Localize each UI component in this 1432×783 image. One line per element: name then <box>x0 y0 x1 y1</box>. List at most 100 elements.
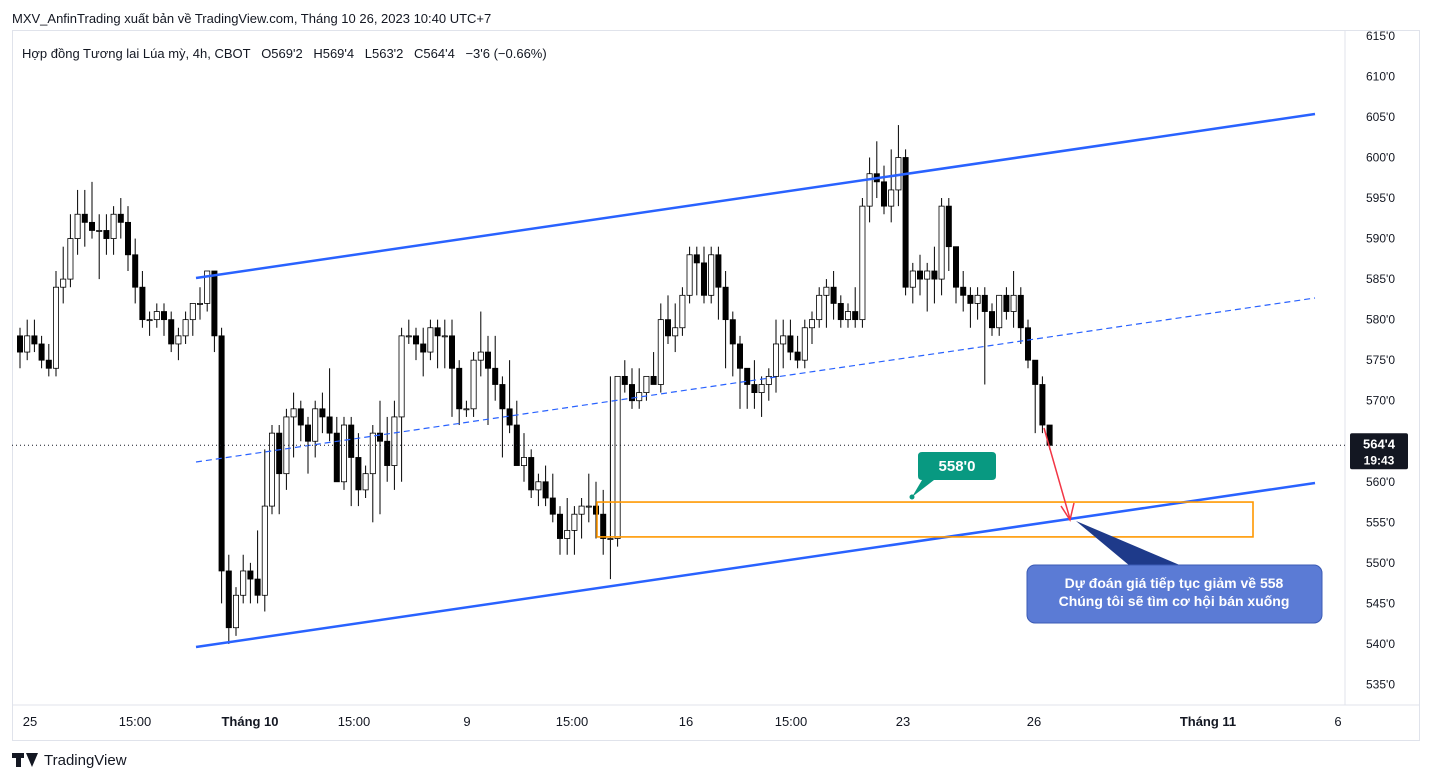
candle-body <box>693 254 700 264</box>
candle <box>996 294 1003 336</box>
candle <box>384 416 391 482</box>
candle <box>117 198 124 239</box>
candle <box>881 165 888 215</box>
candle-body <box>643 375 650 394</box>
candle-body <box>1017 294 1024 329</box>
candle <box>960 270 967 312</box>
candle-body <box>499 384 506 410</box>
y-tick-label: 605'0 <box>1366 110 1395 124</box>
candle <box>204 270 211 312</box>
candle-body <box>196 303 203 305</box>
candle <box>924 262 931 312</box>
candle <box>146 311 153 336</box>
candle-body <box>456 367 463 410</box>
y-tick-label: 550'0 <box>1366 556 1395 570</box>
tradingview-logo[interactable]: TradingView <box>12 751 127 769</box>
candle-body <box>902 157 909 288</box>
candle <box>168 311 175 353</box>
candle <box>974 287 981 320</box>
candle <box>312 400 319 458</box>
candlestick-chart[interactable]: 615'0 610'0 605'0 600'0 595'0 590'0 585'0 580'0… <box>0 0 1432 745</box>
candle-body <box>924 270 931 280</box>
candle-body <box>751 384 758 394</box>
candle <box>132 238 139 304</box>
candle <box>477 311 484 377</box>
candle-body <box>348 424 355 458</box>
candle <box>391 400 398 490</box>
candle-body <box>110 213 117 239</box>
candle <box>744 367 751 409</box>
candle-body <box>405 335 412 338</box>
candle-body <box>297 408 304 426</box>
current-price-label: 564'4 <box>1363 436 1396 451</box>
candle-body <box>780 335 787 345</box>
candle <box>1025 319 1032 369</box>
candle <box>1017 287 1024 344</box>
candle <box>348 416 355 507</box>
candle <box>679 287 686 336</box>
candle-body <box>578 505 585 515</box>
candle-body <box>722 286 729 321</box>
candle-body <box>981 294 988 312</box>
candle <box>888 149 895 223</box>
candle-body <box>89 221 96 231</box>
candle-body <box>557 513 564 539</box>
candle-body <box>650 375 657 385</box>
candle-body <box>38 343 45 361</box>
candle <box>1039 376 1046 434</box>
candle <box>24 319 31 361</box>
candle <box>852 287 859 328</box>
candle-body <box>470 359 477 410</box>
candle <box>585 473 592 523</box>
candle <box>247 562 254 604</box>
candle <box>412 327 419 361</box>
candle <box>319 392 326 434</box>
trendlines <box>12 112 1345 649</box>
channel-mid-line <box>195 297 1316 463</box>
candle-body <box>319 408 326 418</box>
candle-body <box>463 408 470 411</box>
candle <box>672 303 679 353</box>
candle-body <box>268 432 275 507</box>
candle <box>110 206 117 255</box>
candle <box>967 287 974 328</box>
candle <box>722 270 729 369</box>
candle-body <box>585 505 592 508</box>
candle <box>737 335 744 409</box>
candle <box>629 368 636 409</box>
candle-body <box>953 246 960 288</box>
note-pointer <box>1076 521 1182 566</box>
candle-body <box>247 570 254 580</box>
note-box <box>1026 564 1323 624</box>
tradingview-brand: TradingView <box>44 751 127 769</box>
candle <box>182 311 189 344</box>
candle-body <box>909 270 916 288</box>
candle-body <box>607 538 614 540</box>
candle-body <box>420 343 427 353</box>
candle <box>189 303 196 336</box>
candle-body <box>665 319 672 337</box>
price-callout-text: 558'0 <box>939 458 976 475</box>
candle-body <box>31 335 38 345</box>
candle <box>665 295 672 344</box>
legend-open: O569'2 <box>261 46 303 61</box>
candle <box>557 506 564 555</box>
candle <box>708 246 715 304</box>
candle-body <box>809 319 816 329</box>
candle-body <box>492 367 499 385</box>
candle-body <box>830 286 837 304</box>
candle-body <box>542 481 549 499</box>
candle <box>420 327 427 377</box>
candle <box>1010 270 1017 328</box>
candle <box>232 587 239 636</box>
candle <box>643 375 650 401</box>
candle <box>845 303 852 328</box>
candle-body <box>53 286 60 369</box>
candle-body <box>881 181 888 207</box>
candle-body <box>132 254 139 288</box>
candle <box>686 246 693 304</box>
candle-body <box>477 351 484 361</box>
candle <box>816 287 823 328</box>
candle <box>16 327 23 369</box>
y-tick-label: 595'0 <box>1366 191 1395 205</box>
